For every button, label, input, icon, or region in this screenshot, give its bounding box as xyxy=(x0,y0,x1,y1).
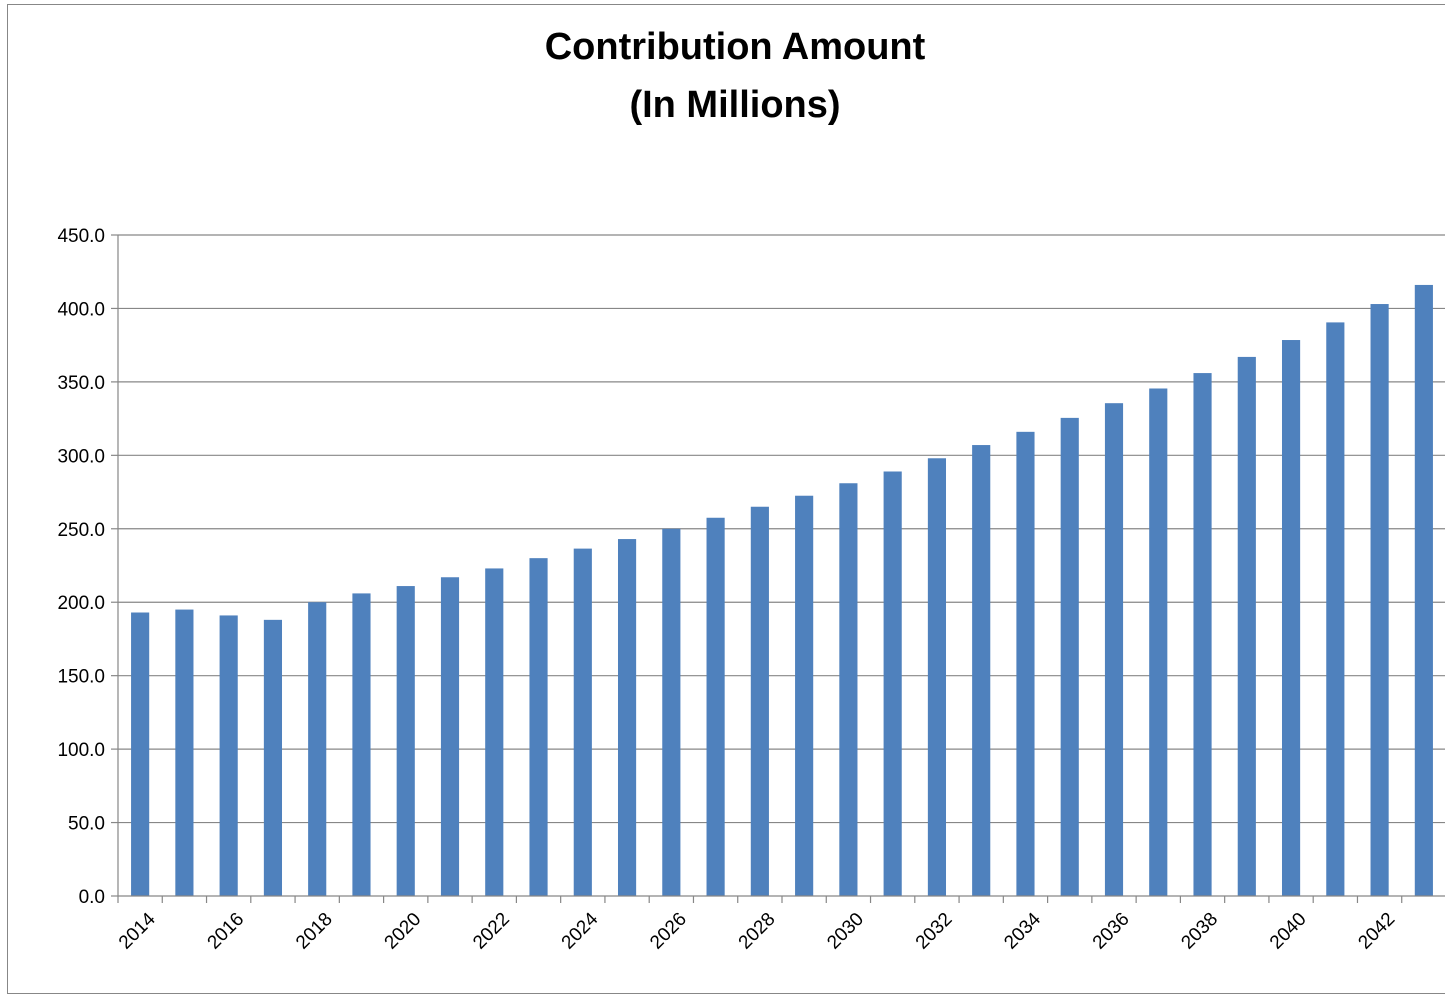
bar-2030 xyxy=(839,483,858,896)
x-tick-label: 2020 xyxy=(381,909,426,954)
bar-2034 xyxy=(1016,431,1035,896)
bar-2021 xyxy=(440,577,460,896)
bar-2036 xyxy=(1104,403,1124,896)
x-tick-label: 2030 xyxy=(823,909,868,954)
x-tick-label: 2018 xyxy=(292,909,337,954)
bar-2017 xyxy=(263,619,283,896)
bar-2035 xyxy=(1060,417,1079,896)
bar-2039 xyxy=(1237,356,1256,896)
bar-2025 xyxy=(617,539,637,896)
x-tick-label: 2014 xyxy=(115,908,160,953)
y-tick-label: 250.0 xyxy=(57,520,105,541)
y-tick-label: 450.0 xyxy=(57,226,105,247)
x-tick-label: 2034 xyxy=(1000,908,1045,953)
chart-svg: Contribution Amount (In Millions) 0.0 50.… xyxy=(57,26,1445,954)
x-tick-label: 2038 xyxy=(1177,909,1222,954)
y-tick-label: 300.0 xyxy=(57,446,105,467)
y-tick-label: 400.0 xyxy=(57,299,105,320)
bar-2015 xyxy=(175,609,194,896)
x-tick-label: 2032 xyxy=(912,909,957,954)
bar-2041 xyxy=(1326,322,1345,896)
bar-2027 xyxy=(706,517,725,896)
chart-title-line-1: Contribution Amount xyxy=(545,26,926,68)
bar-2018 xyxy=(308,602,327,896)
gridlines xyxy=(118,234,1445,824)
bar-2038 xyxy=(1193,373,1212,896)
bar-2026 xyxy=(662,528,681,896)
bar-2016 xyxy=(219,615,238,896)
bar-2022 xyxy=(485,568,504,896)
bar-2023 xyxy=(529,558,548,896)
bar-2031 xyxy=(883,471,902,896)
chart-title-line-2: (In Millions) xyxy=(629,84,840,126)
y-tick-label: 0.0 xyxy=(79,887,105,908)
bar-2033 xyxy=(972,445,991,896)
y-tick-label: 200.0 xyxy=(57,593,105,614)
chart-frame: Contribution Amount (In Millions) 0.0 50.… xyxy=(7,4,1445,994)
y-tick-label: 150.0 xyxy=(57,667,105,688)
bar-2024 xyxy=(573,548,592,896)
x-tick-label: 2024 xyxy=(558,908,603,953)
axes xyxy=(111,234,1445,903)
bar-2028 xyxy=(750,506,769,896)
y-tick-label: 100.0 xyxy=(57,740,105,761)
bar-2019 xyxy=(352,593,371,896)
bar-2014 xyxy=(131,612,150,896)
bar-2032 xyxy=(927,458,947,896)
x-tick-labels: 2014 2016 2018 2020 2022 2024 2026 2028 2030 2032… xyxy=(115,908,1399,953)
x-tick-label: 2042 xyxy=(1354,909,1399,954)
bar-2042 xyxy=(1370,304,1389,896)
x-tick-label: 2026 xyxy=(646,909,691,954)
bar-2020 xyxy=(396,586,415,896)
bar-2029 xyxy=(795,495,814,896)
x-tick-label: 2022 xyxy=(469,909,514,954)
bar-2043 xyxy=(1414,284,1433,896)
y-tick-label: 350.0 xyxy=(57,373,105,394)
bars xyxy=(131,284,1433,897)
x-tick-label: 2036 xyxy=(1089,909,1134,954)
y-tick-labels: 0.0 50.0 100.0 150.0 200.0 250.0 300.0 350.0 400… xyxy=(57,226,105,908)
y-tick-label: 50.0 xyxy=(68,814,105,835)
bar-2037 xyxy=(1149,388,1168,896)
x-tick-label: 2028 xyxy=(735,909,780,954)
x-tick-label: 2016 xyxy=(204,909,249,954)
bar-2040 xyxy=(1281,340,1301,897)
x-tick-label: 2040 xyxy=(1266,909,1311,954)
